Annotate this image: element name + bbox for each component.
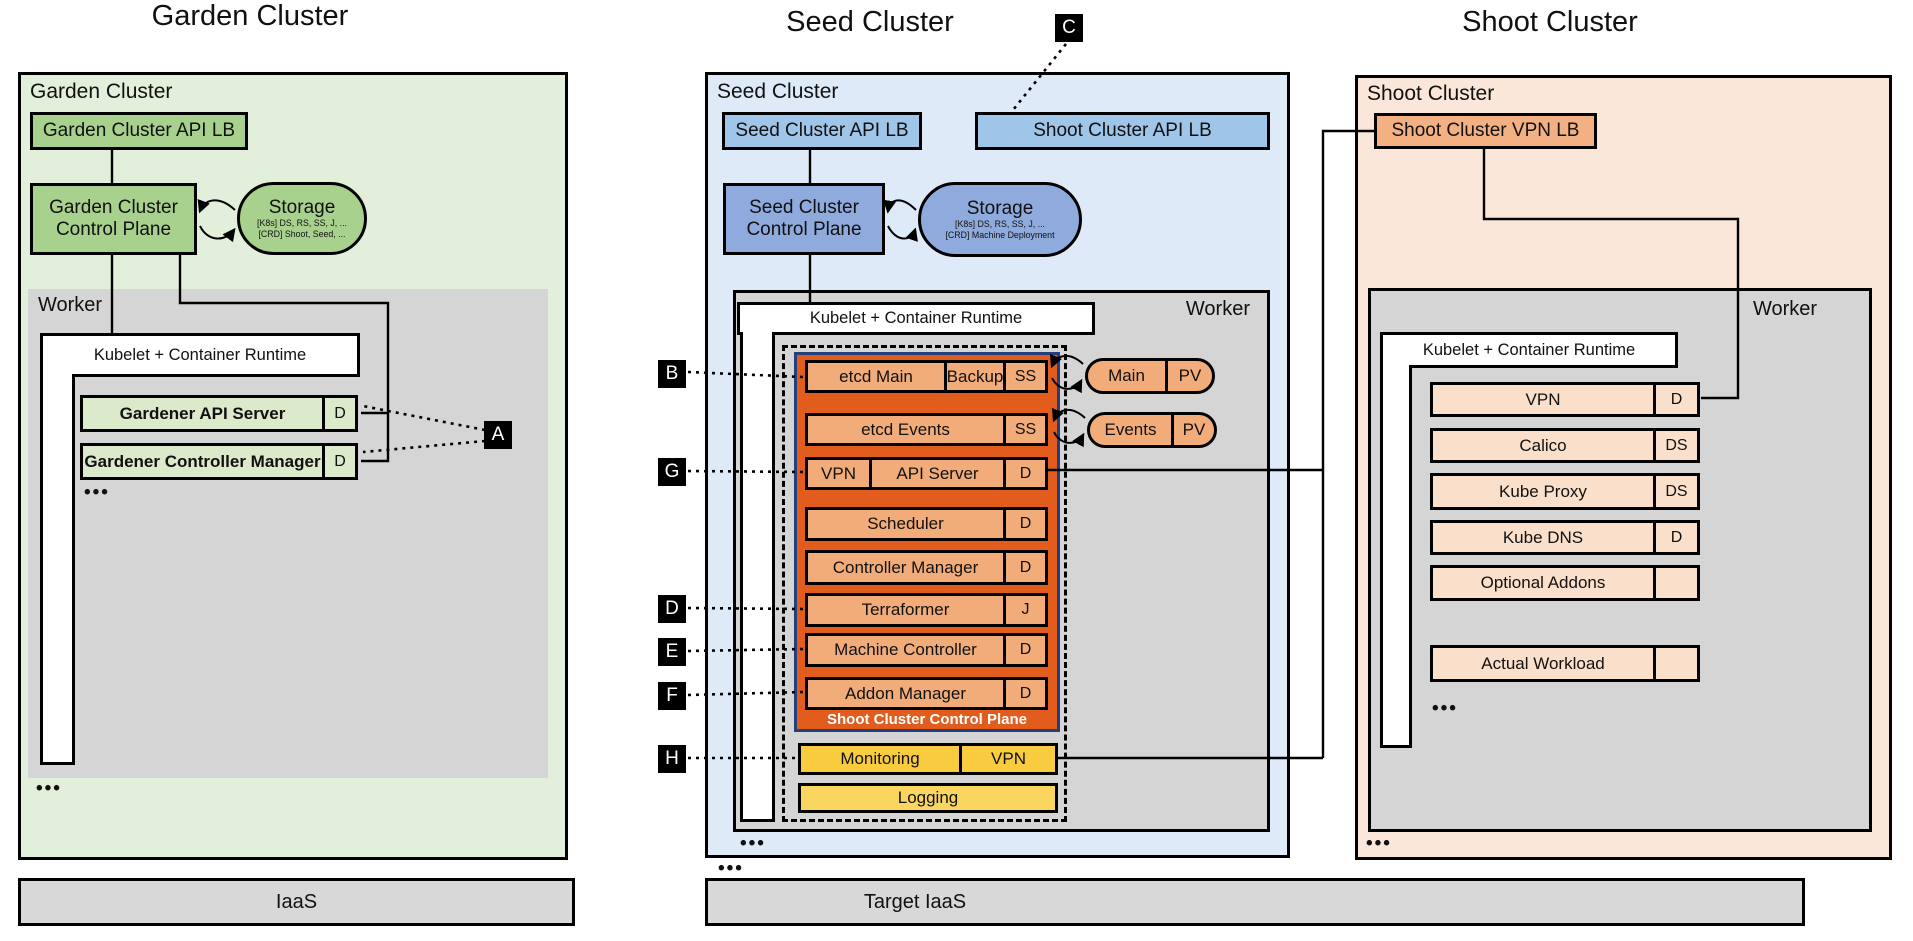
seed-pod-etcd-events: etcd Events <box>805 413 1006 446</box>
seed-pod-machine-controller-tag: D <box>1003 633 1048 667</box>
seed-pod-dashed-container <box>782 345 1067 822</box>
garden-kubelet-bar <box>40 374 75 765</box>
garden-pod-controller-manager-tag: D <box>322 443 358 480</box>
seed-cluster-title: Seed Cluster <box>786 6 954 38</box>
seed-storage: Storage [K8s] DS, RS, SS, J, ... [CRD] M… <box>918 182 1082 257</box>
shoot-pod-actual-workload-tag <box>1653 645 1700 682</box>
seed-pod-scheduler: Scheduler <box>805 507 1006 541</box>
seed-pod-machine-controller: Machine Controller <box>805 633 1006 667</box>
callout-chip-d: D <box>658 595 686 623</box>
seed-control-plane-line2: Control Plane <box>746 219 862 240</box>
shoot-pod-kube-dns-tag: D <box>1653 520 1700 555</box>
etcd-main-pv-tag: PV <box>1178 366 1202 385</box>
seed-kubelet: Kubelet + Container Runtime <box>737 302 1095 335</box>
garden-worker-label: Worker <box>38 294 103 316</box>
seed-worker-label: Worker <box>1185 298 1250 320</box>
etcd-events-pv-label: Events <box>1090 415 1174 445</box>
shoot-pod-optional-addons-tag <box>1653 565 1700 601</box>
seed-pod-etcd-main-backup: Backup <box>944 360 1006 393</box>
garden-control-plane: Garden Cluster Control Plane <box>30 183 197 255</box>
callout-chip-b: B <box>658 360 686 388</box>
shoot-pod-calico: Calico <box>1430 428 1656 463</box>
shoot-pod-vpn-tag: D <box>1653 382 1700 417</box>
seed-pod-addon-manager: Addon Manager <box>805 677 1006 710</box>
shoot-cluster-box-label: Shoot Cluster <box>1367 82 1495 105</box>
etcd-events-pv-pill: Events PV <box>1087 412 1217 448</box>
seed-pod-controller-manager-tag: D <box>1003 550 1048 585</box>
garden-pod-api-server: Gardener API Server <box>80 395 325 432</box>
garden-worker-ellipsis: ••• <box>36 778 62 799</box>
garden-pod-controller-manager: Gardener Controller Manager <box>80 443 325 480</box>
etcd-events-pv-tag: PV <box>1182 420 1206 439</box>
seed-control-plane-line1: Seed Cluster <box>749 197 859 218</box>
etcd-main-pv-label: Main <box>1088 361 1168 391</box>
seed-pod-addon-manager-tag: D <box>1003 677 1048 710</box>
seed-pod-etcd-main-tag: SS <box>1003 360 1048 393</box>
shoot-worker-ellipsis: ••• <box>1366 833 1392 854</box>
garden-pod-api-server-tag: D <box>322 395 358 432</box>
seed-cluster-ellipsis: ••• <box>718 858 744 879</box>
seed-storage-line1: [K8s] DS, RS, SS, J, ... <box>955 219 1045 229</box>
shoot-control-plane-block <box>794 352 1060 732</box>
shoot-pod-actual-workload: Actual Workload <box>1430 645 1656 682</box>
shoot-pod-optional-addons: Optional Addons <box>1430 565 1656 601</box>
seed-pod-terraformer: Terraformer <box>805 593 1006 627</box>
seed-control-plane: Seed Cluster Control Plane <box>723 183 885 255</box>
shoot-pod-ellipsis: ••• <box>1432 698 1458 719</box>
shoot-kubelet-bar <box>1380 365 1412 748</box>
seed-pod-api-server-tag: D <box>1003 457 1048 490</box>
shoot-worker-label: Worker <box>1752 298 1818 320</box>
shoot-worker-box <box>1368 288 1872 832</box>
shoot-pod-kube-proxy-tag: DS <box>1653 473 1700 510</box>
seed-pod-etcd-events-tag: SS <box>1003 413 1048 446</box>
callout-chip-h: H <box>658 745 686 773</box>
garden-kubelet: Kubelet + Container Runtime <box>40 333 360 377</box>
garden-storage-line2: [CRD] Shoot, Seed, ... <box>258 229 346 239</box>
garden-pod-ellipsis: ••• <box>84 482 110 503</box>
shoot-kubelet: Kubelet + Container Runtime <box>1380 332 1678 368</box>
seed-storage-line2: [CRD] Machine Deployment <box>945 230 1055 240</box>
seed-pod-monitoring: Monitoring <box>798 743 962 775</box>
shoot-pod-vpn: VPN <box>1430 382 1656 417</box>
shoot-vpn-lb: Shoot Cluster VPN LB <box>1374 113 1597 149</box>
callout-chip-e: E <box>658 638 686 666</box>
garden-storage-title: Storage <box>268 197 336 218</box>
shoot-api-lb: Shoot Cluster API LB <box>975 112 1270 150</box>
seed-pod-monitoring-vpn: VPN <box>959 743 1058 775</box>
callout-chip-g: G <box>658 458 686 486</box>
seed-kubelet-bar <box>740 332 775 822</box>
garden-control-plane-line1: Garden Cluster <box>49 197 178 218</box>
seed-api-lb: Seed Cluster API LB <box>722 112 922 150</box>
callout-chip-f: F <box>658 682 686 710</box>
callout-chip-c: C <box>1055 14 1083 42</box>
target-iaas-label: Target IaaS <box>863 890 967 913</box>
garden-storage: Storage [K8s] DS, RS, SS, J, ... [CRD] S… <box>237 182 367 255</box>
garden-api-lb: Garden Cluster API LB <box>30 112 248 150</box>
target-iaas-bar <box>705 878 1805 926</box>
shoot-pod-kube-dns: Kube DNS <box>1430 520 1656 555</box>
garden-storage-line1: [K8s] DS, RS, SS, J, ... <box>257 218 347 228</box>
seed-pod-logging: Logging <box>798 783 1058 813</box>
seed-cluster-box-label: Seed Cluster <box>717 80 839 103</box>
seed-pod-controller-manager: Controller Manager <box>805 550 1006 585</box>
seed-storage-title: Storage <box>966 198 1034 219</box>
garden-iaas-bar: IaaS <box>18 878 575 926</box>
seed-pod-vpn: VPN <box>805 457 872 490</box>
seed-pod-api-server: API Server <box>869 457 1006 490</box>
etcd-main-pv-pill: Main PV <box>1085 358 1215 394</box>
shoot-pod-calico-tag: DS <box>1653 428 1700 463</box>
shoot-control-plane-caption: Shoot Cluster Control Plane <box>826 711 1027 728</box>
garden-control-plane-line2: Control Plane <box>55 219 172 240</box>
seed-pod-etcd-main: etcd Main <box>805 360 947 393</box>
garden-cluster-title: Garden Cluster <box>151 0 349 32</box>
seed-pod-scheduler-tag: D <box>1003 507 1048 541</box>
shoot-pod-kube-proxy: Kube Proxy <box>1430 473 1656 510</box>
shoot-cluster-title: Shoot Cluster <box>1462 6 1638 38</box>
seed-pod-terraformer-tag: J <box>1003 593 1048 627</box>
callout-chip-a: A <box>484 421 512 449</box>
garden-cluster-box-label: Garden Cluster <box>30 80 173 103</box>
seed-worker-ellipsis: ••• <box>740 833 766 854</box>
